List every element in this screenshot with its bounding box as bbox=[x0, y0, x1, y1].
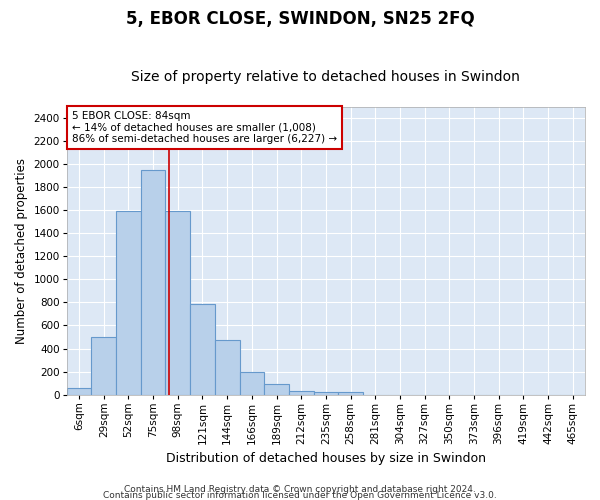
Bar bbox=[289, 390, 314, 394]
Title: Size of property relative to detached houses in Swindon: Size of property relative to detached ho… bbox=[131, 70, 520, 85]
Bar bbox=[67, 388, 91, 394]
Bar bbox=[91, 337, 116, 394]
Bar bbox=[215, 340, 239, 394]
Bar bbox=[239, 372, 264, 394]
Bar bbox=[264, 384, 289, 394]
Bar bbox=[190, 304, 215, 394]
Bar bbox=[141, 170, 166, 394]
Text: 5, EBOR CLOSE, SWINDON, SN25 2FQ: 5, EBOR CLOSE, SWINDON, SN25 2FQ bbox=[125, 10, 475, 28]
Bar bbox=[166, 212, 190, 394]
Bar bbox=[338, 392, 363, 394]
Y-axis label: Number of detached properties: Number of detached properties bbox=[15, 158, 28, 344]
Text: Contains HM Land Registry data © Crown copyright and database right 2024.: Contains HM Land Registry data © Crown c… bbox=[124, 484, 476, 494]
X-axis label: Distribution of detached houses by size in Swindon: Distribution of detached houses by size … bbox=[166, 452, 486, 465]
Text: 5 EBOR CLOSE: 84sqm
← 14% of detached houses are smaller (1,008)
86% of semi-det: 5 EBOR CLOSE: 84sqm ← 14% of detached ho… bbox=[72, 111, 337, 144]
Bar bbox=[314, 392, 338, 394]
Bar bbox=[116, 212, 141, 394]
Text: Contains public sector information licensed under the Open Government Licence v3: Contains public sector information licen… bbox=[103, 490, 497, 500]
